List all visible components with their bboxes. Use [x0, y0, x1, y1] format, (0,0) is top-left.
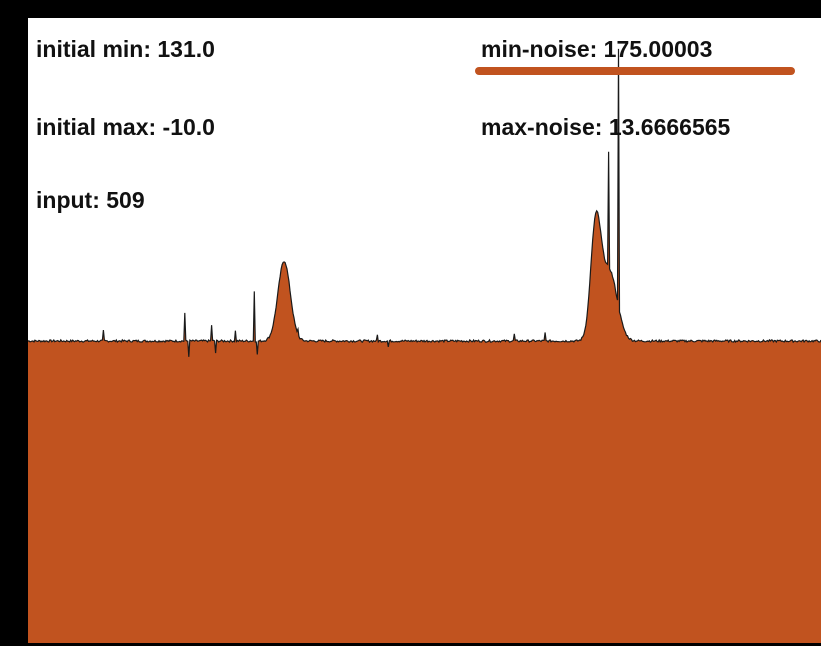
- waveform-plot: [28, 48, 821, 643]
- initial-max-label: initial max: -10.0: [36, 114, 215, 140]
- min-noise-label: min-noise: 175.00003: [481, 36, 713, 62]
- max-noise-label: max-noise: 13.6666565: [481, 114, 731, 140]
- input-label: input: 509: [36, 187, 145, 213]
- initial-min-label: initial min: 131.0: [36, 36, 215, 62]
- min-noise-highlight-underline: [475, 67, 795, 75]
- sketch-canvas: initial min: 131.0 initial max: -10.0 in…: [28, 18, 821, 643]
- waveform-outline: [28, 48, 821, 357]
- waveform-fill: [28, 48, 821, 643]
